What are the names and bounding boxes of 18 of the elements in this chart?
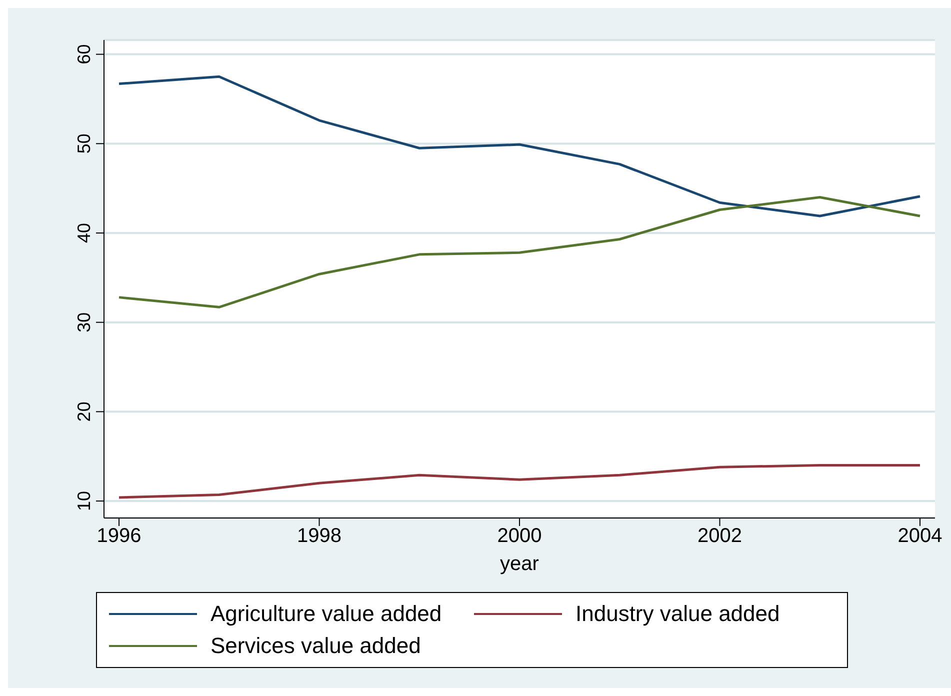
x-tick-label: 1998 [297,525,342,548]
y-tick-label: 50 [74,134,94,154]
legend-label: Agriculture value added [210,601,442,627]
x-axis-title: year [500,553,540,575]
legend-label: Industry value added [576,601,780,627]
y-tick-label: 40 [74,222,94,244]
legend-label: Services value added [210,633,421,659]
line-series [118,196,922,308]
y-tick-label: 20 [74,402,94,422]
line-series [118,464,922,499]
x-tick-label: 2004 [898,525,942,548]
x-tick-label: 2002 [697,525,742,548]
x-tick-label: 1996 [96,525,142,548]
y-tick-label: 60 [74,44,94,64]
x-tick-label: 2000 [497,525,542,548]
y-tick-label: 10 [74,491,94,512]
line-series [118,75,922,218]
y-tick-label: 30 [74,312,94,332]
